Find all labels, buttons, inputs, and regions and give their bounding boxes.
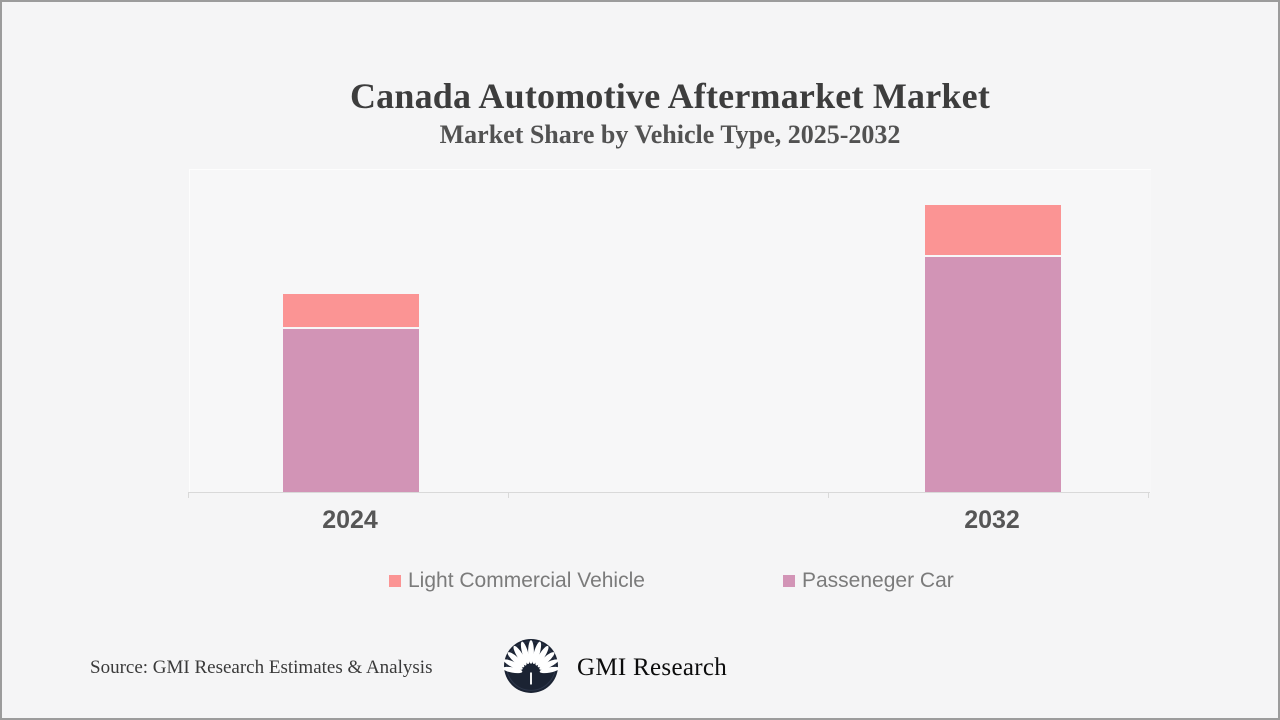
axis-tick (1148, 492, 1149, 498)
axis-tick (188, 492, 189, 498)
bar-segment-2032-passeneger-car (925, 257, 1061, 493)
legend-marker-square-icon (783, 575, 795, 587)
legend-label: Light Commercial Vehicle (408, 569, 645, 592)
chart-title: Canada Automotive Aftermarket Market (349, 76, 991, 116)
category-axis-line (188, 492, 1150, 493)
bar-segment-2032-light-commercial-vehicle (925, 205, 1061, 255)
bar-segment-2024-light-commercial-vehicle (283, 294, 419, 327)
brand-name: GMI Research (577, 654, 728, 681)
stacked-bar-2032 (925, 205, 1061, 493)
legend-label: Passeneger Car (802, 569, 954, 592)
category-label-2032: 2032 (964, 506, 1020, 534)
bar-segment-2024-passeneger-car (283, 329, 419, 493)
source-note: Source: GMI Research Estimates & Analysi… (90, 657, 433, 678)
palm-fan-icon (503, 639, 559, 693)
axis-tick (828, 492, 829, 498)
axis-tick (508, 492, 509, 498)
chart-subtitle: Market Share by Vehicle Type, 2025-2032 (439, 120, 901, 149)
stacked-bar-2024 (283, 294, 419, 493)
category-label-2024: 2024 (322, 506, 378, 534)
legend-item-light-commercial-vehicle: Light Commercial Vehicle (389, 568, 645, 594)
legend-item-passeneger-car: Passeneger Car (783, 568, 954, 594)
legend-marker-square-icon (389, 575, 401, 587)
plot-area (189, 169, 1151, 493)
